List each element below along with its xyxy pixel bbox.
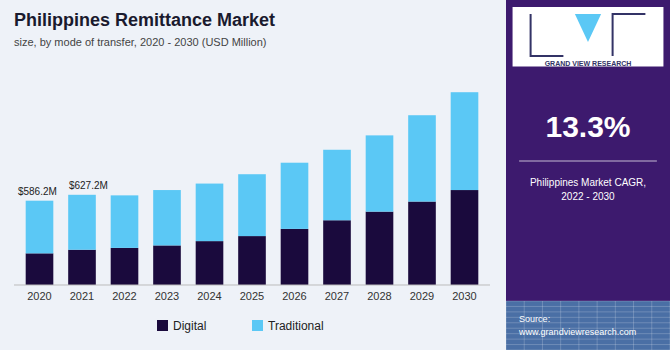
- legend-swatch: [157, 320, 168, 331]
- decor-line: [524, 301, 525, 350]
- source: Source: www.grandviewresearch.com: [518, 314, 636, 337]
- decor-line: [615, 301, 616, 350]
- bar-segment: [281, 229, 309, 285]
- decor-line: [506, 339, 670, 340]
- text-line: www.grandviewresearch.com: [518, 327, 636, 337]
- bar-segment: [323, 220, 351, 285]
- x-tick-label: 2029: [410, 290, 434, 302]
- decor-line: [542, 301, 543, 350]
- x-tick-label: 2024: [197, 290, 221, 302]
- bar-segment: [366, 135, 394, 211]
- bar-segment: [408, 115, 436, 201]
- decor-line: [633, 301, 634, 350]
- decor-line: [651, 301, 652, 350]
- bar-segment: [323, 150, 351, 220]
- text-line: Philippines Market CAGR,: [530, 177, 646, 188]
- subtitle: size, by mode of transfer, 2020 - 2030 (…: [14, 36, 267, 48]
- cagr-label: Philippines Market CAGR, 2022 - 2030: [530, 177, 646, 202]
- bar-segment: [111, 195, 139, 248]
- bar-segment: [451, 92, 479, 190]
- logo-bracket: [531, 14, 564, 56]
- decor-line: [560, 301, 561, 350]
- x-axis-line: [14, 285, 490, 286]
- chart: Philippines Remittance Market size, by mo…: [0, 0, 670, 350]
- logo-box: [513, 7, 664, 67]
- bar-segment: [68, 195, 96, 250]
- text-line: 2022 - 2030: [561, 191, 615, 202]
- decor-line: [506, 306, 670, 307]
- legend-entry: Digital: [173, 319, 206, 333]
- bar-segment: [196, 184, 224, 242]
- logo-triangle: [575, 14, 601, 42]
- bar-segment: [111, 248, 139, 285]
- decor-line: [597, 301, 598, 350]
- x-tick-label: 2023: [155, 290, 179, 302]
- annotation: $586.2M: [18, 186, 57, 197]
- bar-segment: [153, 190, 181, 245]
- divider: [519, 161, 657, 162]
- decor-line: [506, 311, 670, 312]
- legend-swatch: [252, 320, 263, 331]
- bar-segment: [281, 163, 309, 229]
- bars: [26, 92, 479, 285]
- bar-segment: [153, 245, 181, 285]
- title: Philippines Remittance Market: [14, 10, 275, 30]
- x-tick-label: 2025: [240, 290, 264, 302]
- annotation: $627.2M: [69, 180, 108, 191]
- bar-segment: [196, 241, 224, 285]
- bar-segment: [451, 190, 479, 285]
- x-tick-label: 2027: [325, 290, 349, 302]
- decor-line: [578, 301, 579, 350]
- panel-background: [506, 0, 670, 350]
- side-panel: GRAND VIEW RESEARCH 13.3% Philippines Mark…: [506, 0, 670, 350]
- x-tick-label: 2022: [112, 290, 136, 302]
- x-tick-label: 2021: [70, 290, 94, 302]
- logo-bracket: [613, 14, 646, 56]
- bar-segment: [26, 253, 54, 285]
- x-tick-label: 2020: [27, 290, 51, 302]
- brand: GRAND VIEW RESEARCH: [545, 60, 632, 67]
- bar-segment: [366, 212, 394, 285]
- cagr-value: 13.3%: [545, 110, 630, 143]
- x-tick-label: 2028: [367, 290, 391, 302]
- bar-segment: [238, 236, 266, 285]
- grid-section: [506, 301, 670, 350]
- bar-segment: [238, 174, 266, 236]
- bar-segment: [68, 250, 96, 285]
- decor-line: [506, 344, 670, 345]
- background: [0, 0, 670, 350]
- decor-line: [506, 301, 670, 302]
- decor-line: [506, 301, 507, 350]
- bar-segment: [26, 201, 54, 254]
- text-line: Source:: [519, 314, 550, 324]
- bar-segment: [408, 202, 436, 285]
- x-tick-label: 2030: [452, 290, 476, 302]
- x-tick-label: 2026: [282, 290, 306, 302]
- legend: Digital Traditional: [157, 319, 324, 333]
- legend-entry: Traditional: [268, 319, 324, 333]
